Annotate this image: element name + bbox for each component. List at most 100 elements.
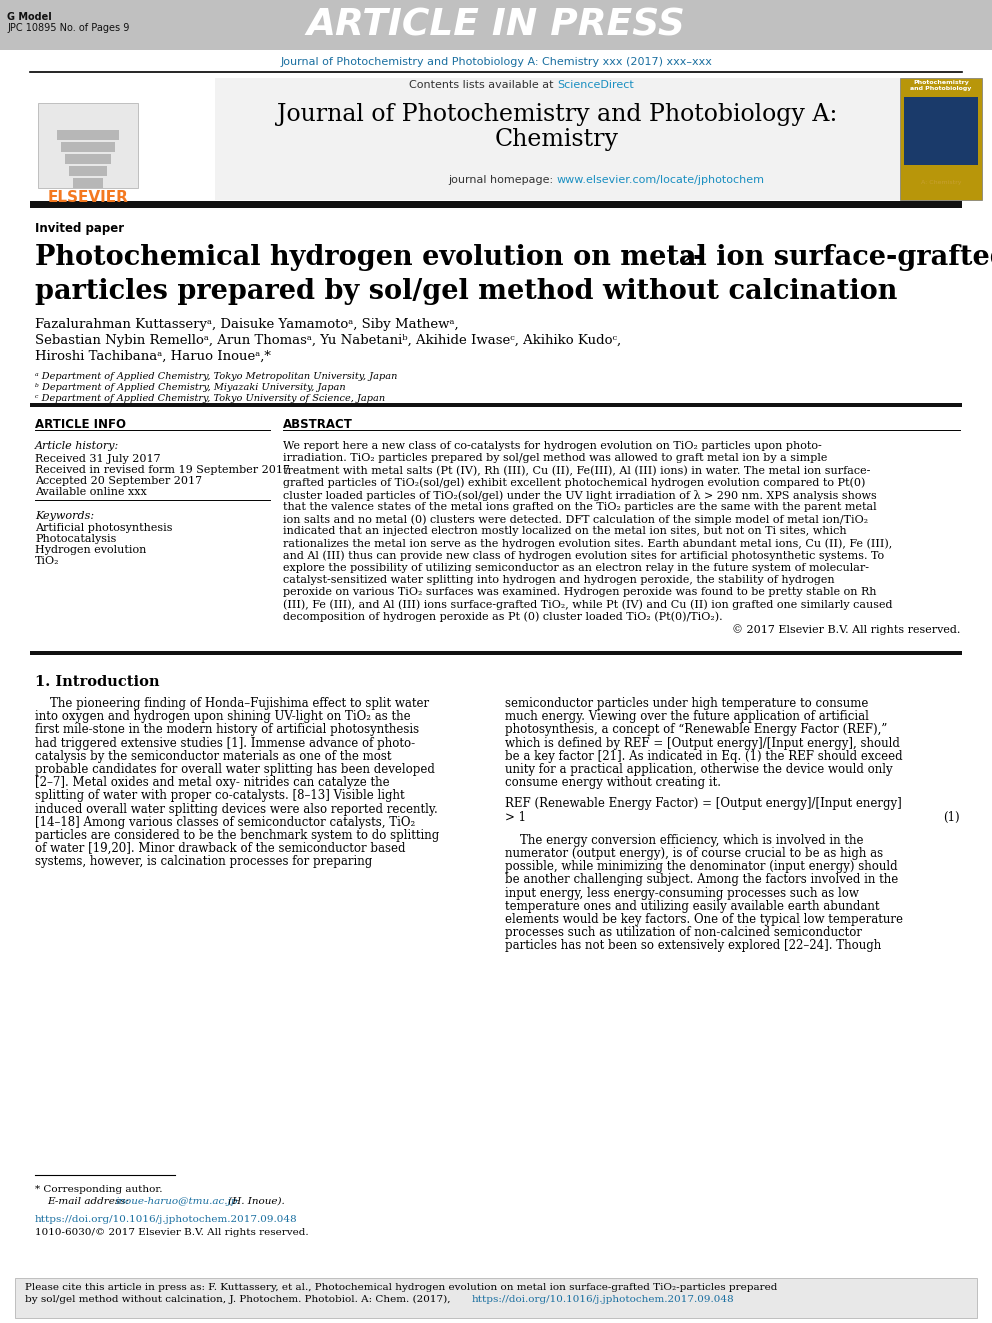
Text: (H. Inoue).: (H. Inoue). xyxy=(225,1197,285,1207)
Text: numerator (output energy), is of course crucial to be as high as: numerator (output energy), is of course … xyxy=(505,847,883,860)
Text: Received in revised form 19 September 2017: Received in revised form 19 September 20… xyxy=(35,464,290,475)
Text: TiO₂: TiO₂ xyxy=(35,556,60,566)
Bar xyxy=(0,0,992,50)
Text: and Al (III) thus can provide new class of hydrogen evolution sites for artifici: and Al (III) thus can provide new class … xyxy=(283,550,884,561)
Text: © 2017 Elsevier B.V. All rights reserved.: © 2017 Elsevier B.V. All rights reserved… xyxy=(732,624,960,635)
Text: JPC 10895 No. of Pages 9: JPC 10895 No. of Pages 9 xyxy=(7,22,129,33)
Text: processes such as utilization of non-calcined semiconductor: processes such as utilization of non-cal… xyxy=(505,926,862,939)
Text: particles has not been so extensively explored [22–24]. Though: particles has not been so extensively ex… xyxy=(505,939,881,953)
Text: ᵃ Department of Applied Chemistry, Tokyo Metropolitan University, Japan: ᵃ Department of Applied Chemistry, Tokyo… xyxy=(35,372,398,381)
Text: Available online xxx: Available online xxx xyxy=(35,487,147,497)
Text: -: - xyxy=(693,243,704,271)
Text: 2: 2 xyxy=(681,251,693,269)
Text: elements would be key factors. One of the typical low temperature: elements would be key factors. One of th… xyxy=(505,913,903,926)
Text: of water [19,20]. Minor drawback of the semiconductor based: of water [19,20]. Minor drawback of the … xyxy=(35,843,406,855)
Text: by sol/gel method without calcination, J. Photochem. Photobiol. A: Chem. (2017),: by sol/gel method without calcination, J… xyxy=(25,1295,453,1304)
Text: catalyst-sensitized water splitting into hydrogen and hydrogen peroxide, the sta: catalyst-sensitized water splitting into… xyxy=(283,576,834,585)
Text: explore the possibility of utilizing semiconductor as an electron relay in the f: explore the possibility of utilizing sem… xyxy=(283,564,869,573)
Text: Keywords:: Keywords: xyxy=(35,511,94,521)
Text: Sebastian Nybin Remelloᵃ, Arun Thomasᵃ, Yu Nabetaniᵇ, Akihide Iwaseᶜ, Akihiko Ku: Sebastian Nybin Remelloᵃ, Arun Thomasᵃ, … xyxy=(35,333,621,347)
Text: ABSTRACT: ABSTRACT xyxy=(283,418,353,431)
Text: much energy. Viewing over the future application of artificial: much energy. Viewing over the future app… xyxy=(505,710,869,724)
Text: Hiroshi Tachibanaᵃ, Haruo Inoueᵃ,*: Hiroshi Tachibanaᵃ, Haruo Inoueᵃ,* xyxy=(35,351,271,363)
Text: ion salts and no metal (0) clusters were detected. DFT calculation of the simple: ion salts and no metal (0) clusters were… xyxy=(283,515,868,525)
Text: ᶜ Department of Applied Chemistry, Tokyo University of Science, Japan: ᶜ Department of Applied Chemistry, Tokyo… xyxy=(35,394,385,404)
Text: [2–7]. Metal oxides and metal oxy- nitrides can catalyze the: [2–7]. Metal oxides and metal oxy- nitri… xyxy=(35,777,390,790)
Text: A: Chemistry: A: Chemistry xyxy=(921,180,961,185)
Text: https://doi.org/10.1016/j.jphotochem.2017.09.048: https://doi.org/10.1016/j.jphotochem.201… xyxy=(472,1295,735,1304)
Text: Photochemical hydrogen evolution on metal ion surface-grafted TiO: Photochemical hydrogen evolution on meta… xyxy=(35,243,992,271)
Bar xyxy=(900,78,982,200)
Text: (III), Fe (III), and Al (III) ions surface-grafted TiO₂, while Pt (IV) and Cu (I: (III), Fe (III), and Al (III) ions surfa… xyxy=(283,599,893,610)
Text: temperature ones and utilizing easily available earth abundant: temperature ones and utilizing easily av… xyxy=(505,900,880,913)
Bar xyxy=(73,179,103,188)
Text: possible, while minimizing the denominator (input energy) should: possible, while minimizing the denominat… xyxy=(505,860,898,873)
Text: that the valence states of the metal ions grafted on the TiO₂ particles are the : that the valence states of the metal ion… xyxy=(283,501,877,512)
Bar xyxy=(30,404,962,407)
Bar xyxy=(15,1278,977,1318)
Text: journal homepage:: journal homepage: xyxy=(448,175,557,185)
Text: The energy conversion efficiency, which is involved in the: The energy conversion efficiency, which … xyxy=(505,833,863,847)
Text: (1): (1) xyxy=(943,811,960,824)
Text: 1. Introduction: 1. Introduction xyxy=(35,675,160,689)
Text: irradiation. TiO₂ particles prepared by sol/gel method was allowed to graft meta: irradiation. TiO₂ particles prepared by … xyxy=(283,454,827,463)
Text: Photochemistry
and Photobiology: Photochemistry and Photobiology xyxy=(911,79,972,91)
Text: photosynthesis, a concept of “Renewable Energy Factor (REF),”: photosynthesis, a concept of “Renewable … xyxy=(505,724,888,737)
Text: catalysis by the semiconductor materials as one of the most: catalysis by the semiconductor materials… xyxy=(35,750,392,763)
Text: ARTICLE INFO: ARTICLE INFO xyxy=(35,418,126,431)
Text: Hydrogen evolution: Hydrogen evolution xyxy=(35,545,147,556)
Bar xyxy=(30,201,962,208)
Text: be a key factor [21]. As indicated in Eq. (1) the REF should exceed: be a key factor [21]. As indicated in Eq… xyxy=(505,750,903,763)
Text: particles prepared by sol/gel method without calcination: particles prepared by sol/gel method wit… xyxy=(35,278,898,306)
Text: Journal of Photochemistry and Photobiology A:: Journal of Photochemistry and Photobiolo… xyxy=(277,103,837,126)
Bar xyxy=(30,78,215,200)
Bar xyxy=(904,97,978,165)
Text: semiconductor particles under high temperature to consume: semiconductor particles under high tempe… xyxy=(505,697,868,710)
Text: G Model: G Model xyxy=(7,12,52,22)
Text: REF (Renewable Energy Factor) = [Output energy]/[Input energy]: REF (Renewable Energy Factor) = [Output … xyxy=(505,798,902,811)
Text: Invited paper: Invited paper xyxy=(35,222,124,235)
Text: > 1: > 1 xyxy=(505,811,526,824)
Text: induced overall water splitting devices were also reported recently.: induced overall water splitting devices … xyxy=(35,803,437,815)
Text: Fazalurahman Kuttasseryᵃ, Daisuke Yamamotoᵃ, Siby Mathewᵃ,: Fazalurahman Kuttasseryᵃ, Daisuke Yamamo… xyxy=(35,318,458,331)
Text: ARTICLE IN PRESS: ARTICLE IN PRESS xyxy=(307,8,685,44)
Text: splitting of water with proper co-catalysts. [8–13] Visible light: splitting of water with proper co-cataly… xyxy=(35,790,405,803)
Text: We report here a new class of co-catalysts for hydrogen evolution on TiO₂ partic: We report here a new class of co-catalys… xyxy=(283,441,821,451)
Text: Accepted 20 September 2017: Accepted 20 September 2017 xyxy=(35,476,202,486)
Text: Journal of Photochemistry and Photobiology A: Chemistry xxx (2017) xxx–xxx: Journal of Photochemistry and Photobiolo… xyxy=(280,57,712,67)
Bar xyxy=(61,142,115,152)
Bar xyxy=(69,165,107,176)
Bar xyxy=(215,78,900,200)
Text: decomposition of hydrogen peroxide as Pt (0) cluster loaded TiO₂ (Pt(0)/TiO₂).: decomposition of hydrogen peroxide as Pt… xyxy=(283,611,722,622)
Text: Artificial photosynthesis: Artificial photosynthesis xyxy=(35,523,173,533)
Bar xyxy=(30,651,962,655)
Text: The pioneering finding of Honda–Fujishima effect to split water: The pioneering finding of Honda–Fujishim… xyxy=(35,697,430,710)
Text: inoue-haruo@tmu.ac.jp: inoue-haruo@tmu.ac.jp xyxy=(115,1197,237,1207)
Text: cluster loaded particles of TiO₂(sol/gel) under the UV light irradiation of λ > : cluster loaded particles of TiO₂(sol/gel… xyxy=(283,490,877,501)
Text: rationalizes the metal ion serve as the hydrogen evolution sites. Earth abundant: rationalizes the metal ion serve as the … xyxy=(283,538,892,549)
Text: * Corresponding author.: * Corresponding author. xyxy=(35,1185,163,1193)
Text: consume energy without creating it.: consume energy without creating it. xyxy=(505,777,721,790)
Text: into oxygen and hydrogen upon shining UV-light on TiO₂ as the: into oxygen and hydrogen upon shining UV… xyxy=(35,710,411,724)
Text: unity for a practical application, otherwise the device would only: unity for a practical application, other… xyxy=(505,763,893,777)
Text: E-mail address:: E-mail address: xyxy=(47,1197,132,1207)
Text: ᵇ Department of Applied Chemistry, Miyazaki University, Japan: ᵇ Department of Applied Chemistry, Miyaz… xyxy=(35,382,345,392)
Text: ELSEVIER: ELSEVIER xyxy=(48,191,128,205)
Text: ScienceDirect: ScienceDirect xyxy=(557,79,634,90)
Text: Please cite this article in press as: F. Kuttassery, et al., Photochemical hydro: Please cite this article in press as: F.… xyxy=(25,1283,778,1293)
Text: first mile-stone in the modern history of artificial photosynthesis: first mile-stone in the modern history o… xyxy=(35,724,420,737)
Text: systems, however, is calcination processes for preparing: systems, however, is calcination process… xyxy=(35,856,372,868)
Text: Chemistry: Chemistry xyxy=(495,128,619,151)
Text: peroxide on various TiO₂ surfaces was examined. Hydrogen peroxide was found to b: peroxide on various TiO₂ surfaces was ex… xyxy=(283,587,877,598)
Bar xyxy=(57,130,119,140)
Text: www.elsevier.com/locate/jphotochem: www.elsevier.com/locate/jphotochem xyxy=(557,175,765,185)
Text: treatment with metal salts (Pt (IV), Rh (III), Cu (II), Fe(III), Al (III) ions) : treatment with metal salts (Pt (IV), Rh … xyxy=(283,466,870,476)
Bar xyxy=(65,153,111,164)
Text: grafted particles of TiO₂(sol/gel) exhibit excellent photochemical hydrogen evol: grafted particles of TiO₂(sol/gel) exhib… xyxy=(283,478,865,488)
Text: Received 31 July 2017: Received 31 July 2017 xyxy=(35,454,161,464)
Text: had triggered extensive studies [1]. Immense advance of photo-: had triggered extensive studies [1]. Imm… xyxy=(35,737,415,750)
Text: which is defined by REF = [Output energy]/[Input energy], should: which is defined by REF = [Output energy… xyxy=(505,737,900,750)
Text: probable candidates for overall water splitting has been developed: probable candidates for overall water sp… xyxy=(35,763,434,777)
Text: indicated that an injected electron mostly localized on the metal ion sites, but: indicated that an injected electron most… xyxy=(283,527,846,536)
Text: particles are considered to be the benchmark system to do splitting: particles are considered to be the bench… xyxy=(35,830,439,841)
